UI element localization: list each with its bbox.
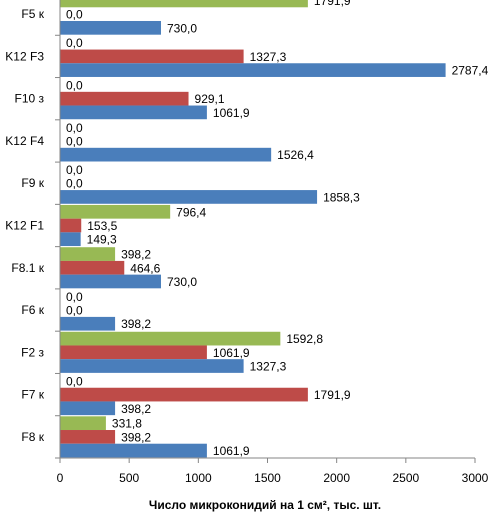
bar — [60, 0, 308, 8]
data-label: 1858,3 — [323, 190, 360, 204]
data-label: 464,6 — [130, 261, 160, 275]
category-label: F6 к — [21, 303, 44, 317]
bar — [60, 401, 116, 416]
bars-group — [60, 0, 446, 458]
data-label: 0,0 — [66, 163, 83, 177]
bar — [60, 416, 106, 431]
category-label: F10 з — [14, 92, 44, 106]
data-label: 1592,8 — [286, 332, 323, 346]
data-label: 398,2 — [121, 430, 151, 444]
data-label: 929,1 — [195, 92, 225, 106]
bar — [60, 345, 207, 360]
bar — [60, 359, 244, 373]
data-label: 0,0 — [66, 8, 83, 22]
axes-group — [55, 0, 476, 463]
bar — [60, 204, 171, 219]
bar — [60, 105, 207, 120]
x-tick-label: 3000 — [462, 471, 489, 485]
data-label: 0,0 — [66, 177, 83, 191]
data-label: 0,0 — [66, 36, 83, 50]
data-label: 1327,3 — [250, 50, 287, 64]
bar — [60, 247, 116, 261]
bar — [60, 260, 125, 275]
data-label: 0,0 — [66, 134, 83, 148]
x-tick-label: 0 — [57, 471, 64, 485]
data-label: 1327,3 — [250, 360, 287, 374]
x-tick-label: 2000 — [323, 471, 350, 485]
x-tick-label: 1500 — [254, 471, 281, 485]
data-label: 1526,4 — [277, 148, 314, 162]
bar — [60, 331, 281, 346]
category-label: K12 F4 — [5, 134, 44, 148]
data-label: 730,0 — [167, 275, 197, 289]
bar — [60, 147, 272, 162]
data-label: 796,4 — [176, 205, 206, 219]
category-label: F5 к — [21, 7, 44, 21]
data-label: 1061,9 — [213, 444, 250, 458]
x-tick-label: 2500 — [392, 471, 419, 485]
bar — [60, 20, 161, 35]
data-label: 0,0 — [66, 304, 83, 318]
category-label: K12 F3 — [5, 49, 44, 63]
category-label: F2 з — [21, 345, 44, 359]
data-label: 2787,4 — [452, 64, 489, 78]
data-label: 153,5 — [87, 219, 117, 233]
category-label: F9 к — [21, 176, 44, 190]
x-tick-label: 1000 — [185, 471, 212, 485]
bar — [60, 190, 318, 204]
bar — [60, 274, 161, 289]
data-label: 0,0 — [66, 290, 83, 304]
data-label: 1061,9 — [213, 106, 250, 120]
category-label: F8.1 к — [11, 261, 44, 275]
data-label: 398,2 — [121, 248, 151, 262]
x-axis-title: Число микроконидий на 1 см², тыс. шт. — [148, 498, 382, 512]
bar — [60, 232, 81, 247]
bar — [60, 218, 82, 233]
data-label: 331,8 — [112, 417, 142, 431]
data-label: 1791,9 — [314, 0, 351, 8]
labels-group: F5 к 1791,9 0,0 730,0 K12 F3 0,0 1327,3 2787,4 F… — [5, 0, 488, 485]
data-label: 0,0 — [66, 374, 83, 388]
data-label: 398,2 — [121, 402, 151, 416]
data-label: 1061,9 — [213, 346, 250, 360]
data-label: 398,2 — [121, 317, 151, 331]
data-label: 730,0 — [167, 21, 197, 35]
bar — [60, 49, 244, 64]
bar — [60, 430, 116, 444]
bar — [60, 387, 308, 402]
data-label: 1791,9 — [314, 388, 351, 402]
data-label: 0,0 — [66, 78, 83, 92]
bar — [60, 443, 207, 458]
category-label: F7 к — [21, 388, 44, 402]
data-label: 0,0 — [66, 121, 83, 135]
category-label: K12 F1 — [5, 219, 44, 233]
bar — [60, 91, 189, 106]
bar — [60, 63, 446, 77]
bar — [60, 316, 116, 331]
data-label: 149,3 — [87, 233, 117, 247]
x-tick-label: 500 — [119, 471, 139, 485]
category-label: F8 к — [21, 430, 44, 444]
